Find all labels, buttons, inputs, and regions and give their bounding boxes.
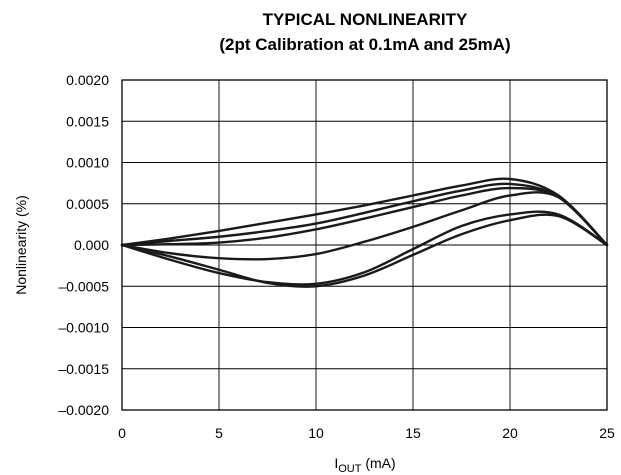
chart-title: TYPICAL NONLINEARITY	[263, 10, 468, 29]
x-tick-label: 20	[502, 425, 518, 441]
series-line-6	[120, 213, 609, 288]
x-tick-label: 15	[405, 425, 421, 441]
y-tick-label: –0.0020	[58, 402, 109, 418]
x-tick-label: 5	[215, 425, 223, 441]
series-line-1	[120, 177, 609, 247]
y-tick-label: –0.0015	[58, 361, 109, 377]
data-curves	[120, 177, 609, 288]
x-axis-label-subscript: OUT	[338, 463, 362, 475]
series-line-5	[120, 210, 609, 286]
x-axis-label-main: I	[334, 455, 338, 471]
x-axis-label: IOUT (mA)	[334, 455, 395, 475]
y-tick-label: 0.000	[74, 237, 109, 253]
chart-subtitle: (2pt Calibration at 0.1mA and 25mA)	[219, 35, 510, 54]
x-axis-label-unit: (mA)	[361, 455, 395, 471]
y-axis-label: Nonlinearity (%)	[13, 195, 29, 295]
x-tick-label: 10	[308, 425, 324, 441]
series-line-4	[120, 191, 609, 261]
plot-frame	[121, 79, 608, 411]
y-tick-label: 0.0005	[66, 196, 109, 212]
grid-lines	[121, 79, 608, 411]
series-line-2	[120, 182, 609, 247]
x-tick-label: 25	[599, 425, 615, 441]
y-tick-labels: 0.0020 0.0015 0.0010 0.0005 0.000 –0.0005 –0.0…	[58, 72, 109, 418]
series-line-3	[120, 186, 609, 247]
x-tick-labels: 0 5 10 15 20 25	[118, 425, 615, 441]
y-tick-label: –0.0005	[58, 278, 109, 294]
y-tick-label: –0.0010	[58, 320, 109, 336]
y-tick-label: 0.0015	[66, 113, 109, 129]
y-tick-label: 0.0020	[66, 72, 109, 88]
x-tick-label: 0	[118, 425, 126, 441]
y-tick-label: 0.0010	[66, 155, 109, 171]
